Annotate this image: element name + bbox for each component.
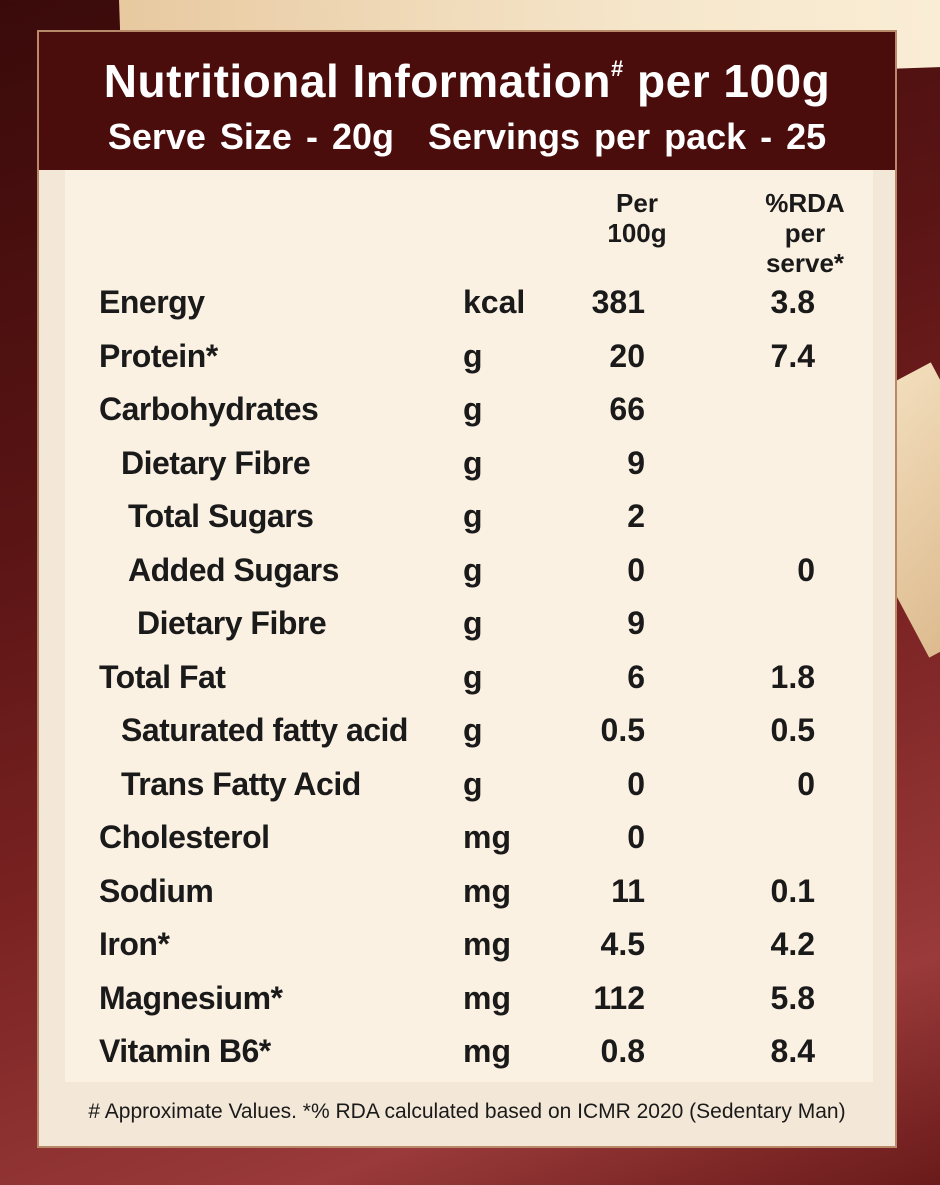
nutrient-row: Total Fat g 6 1.8: [65, 651, 873, 705]
nutrient-value-per-100g: 381: [591, 284, 645, 320]
nutrient-name: Trans Fatty Acid: [121, 766, 361, 802]
nutrient-row: Added Sugars g 0 0: [65, 544, 873, 598]
nutrient-rda-per-serve: 7.4: [770, 338, 815, 374]
serving-info: Serve Size - 20g Servings per pack - 25: [39, 116, 895, 158]
nutrient-name: Cholesterol: [99, 819, 270, 855]
nutrient-unit: mg: [463, 980, 511, 1016]
nutrient-rda-per-serve: 1.8: [770, 659, 815, 695]
nutrient-unit: g: [463, 391, 483, 427]
nutrient-name: Added Sugars: [128, 552, 339, 588]
nutrient-value-per-100g: 66: [609, 391, 645, 427]
nutrient-value-per-100g: 112: [593, 980, 645, 1016]
footnote: # Approximate Values. *% RDA calculated …: [88, 1100, 846, 1123]
nutrient-name: Saturated fatty acid: [121, 712, 408, 748]
nutrient-name: Magnesium*: [99, 980, 283, 1016]
nutrient-rda-per-serve: 4.2: [770, 926, 815, 962]
nutrient-name: Carbohydrates: [99, 391, 319, 427]
nutrient-unit: g: [463, 766, 483, 802]
nutrient-name: Energy: [99, 284, 205, 320]
nutrient-value-per-100g: 9: [627, 445, 645, 481]
nutrient-name: Total Sugars: [128, 498, 314, 534]
nutrient-row: Iron* mg 4.5 4.2: [65, 918, 873, 972]
nutrient-unit: mg: [463, 1033, 511, 1069]
nutrient-value-per-100g: 0.8: [600, 1033, 645, 1069]
nutrient-rda-per-serve: 5.8: [770, 980, 815, 1016]
title-text: Nutritional Information: [103, 55, 611, 107]
nutrient-unit: mg: [463, 873, 511, 909]
nutrient-value-per-100g: 0: [627, 766, 645, 802]
nutrient-value-per-100g: 9: [627, 605, 645, 641]
nutrient-row: Vitamin B6* mg 0.8 8.4: [65, 1025, 873, 1079]
nutrition-panel: Nutritional Information# per 100g Serve …: [37, 30, 897, 1148]
nutrient-name: Vitamin B6*: [99, 1033, 271, 1069]
nutrient-row: Energy kcal 381 3.8: [65, 276, 873, 330]
nutrient-row: Cholesterol mg 0: [65, 811, 873, 865]
servings-per-pack: Servings per pack - 25: [427, 116, 827, 157]
nutrient-name: Protein*: [99, 338, 218, 374]
nutrient-row: Trans Fatty Acid g 0 0: [65, 758, 873, 812]
nutrient-value-per-100g: 0.5: [600, 712, 645, 748]
nutrient-row: Dietary Fibre g 9: [65, 597, 873, 651]
nutrient-row: Saturated fatty acid g 0.5 0.5: [65, 704, 873, 758]
nutrient-rda-per-serve: 3.8: [770, 284, 815, 320]
nutrient-row: Magnesium* mg 112 5.8: [65, 972, 873, 1026]
nutrient-rda-per-serve: 0.1: [770, 873, 815, 909]
nutrient-row: Dietary Fibre g 9: [65, 437, 873, 491]
nutrient-rda-per-serve: 0: [797, 766, 815, 802]
nutrient-rda-per-serve: 0: [797, 552, 815, 588]
nutrient-unit: mg: [463, 819, 511, 855]
nutrient-name: Dietary Fibre: [121, 445, 311, 481]
panel-header: Nutritional Information# per 100g Serve …: [39, 32, 895, 170]
title-suffix: per 100g: [623, 55, 831, 107]
nutrient-unit: g: [463, 338, 483, 374]
nutrient-value-per-100g: 6: [627, 659, 645, 695]
nutrient-unit: mg: [463, 926, 511, 962]
nutrient-unit: g: [463, 659, 483, 695]
nutrient-unit: g: [463, 498, 483, 534]
nutrient-value-per-100g: 2: [627, 498, 645, 534]
column-header-per-100g: Per 100g: [607, 188, 667, 248]
nutrient-name: Total Fat: [99, 659, 226, 695]
nutrition-table: Per 100g %RDA per serve* Energy kcal 381 3.…: [65, 170, 873, 1082]
serve-size: Serve Size - 20g: [107, 116, 394, 157]
nutrient-row: Total Sugars g 2: [65, 490, 873, 544]
column-header-rda: %RDA per serve*: [765, 188, 845, 278]
nutrient-value-per-100g: 20: [609, 338, 645, 374]
nutrient-rda-per-serve: 0.5: [770, 712, 815, 748]
nutrient-value-per-100g: 11: [611, 873, 645, 909]
nutrient-unit: g: [463, 605, 483, 641]
nutrient-unit: kcal: [463, 284, 526, 320]
nutrient-value-per-100g: 4.5: [600, 926, 645, 962]
page-title: Nutritional Information# per 100g: [39, 54, 895, 108]
nutrient-row: Carbohydrates g 66: [65, 383, 873, 437]
nutrient-rda-per-serve: 8.4: [770, 1033, 815, 1069]
title-mark: #: [611, 56, 624, 81]
nutrient-row: Protein* g 20 7.4: [65, 330, 873, 384]
nutrient-value-per-100g: 0: [627, 819, 645, 855]
nutrient-name: Sodium: [99, 873, 214, 909]
nutrient-name: Dietary Fibre: [137, 605, 327, 641]
nutrient-unit: g: [463, 712, 483, 748]
nutrient-name: Iron*: [99, 926, 170, 962]
nutrient-value-per-100g: 0: [627, 552, 645, 588]
nutrient-unit: g: [463, 445, 483, 481]
nutrient-unit: g: [463, 552, 483, 588]
nutrient-row: Sodium mg 11 0.1: [65, 865, 873, 919]
